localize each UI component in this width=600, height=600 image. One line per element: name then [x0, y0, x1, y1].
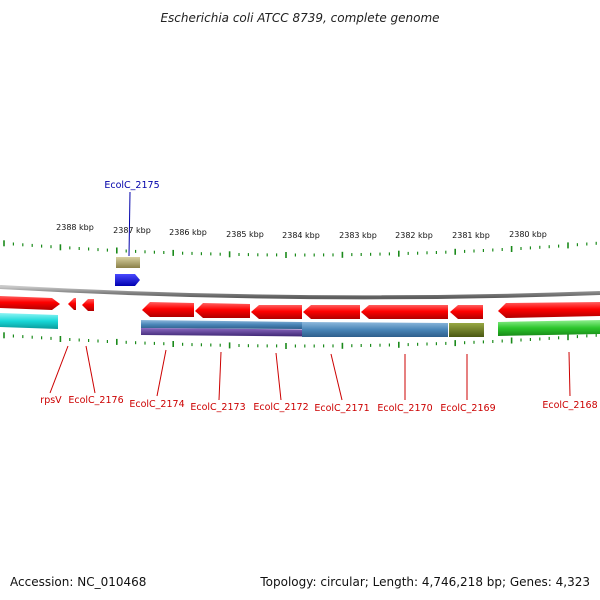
lower-tick-row: [3, 332, 597, 349]
cds-ecolc-2172-arrow: [251, 305, 302, 319]
gene-label-ecolc-2175: EcolC_2175: [104, 180, 159, 191]
khaki-feature-box: [116, 257, 140, 268]
accession-text: Accession: NC_010468: [10, 575, 146, 589]
scale-label-2385: 2385 kbp: [226, 230, 264, 239]
scale-label-2384: 2384 kbp: [282, 231, 320, 240]
cds-ecolc-2168-arrow: [498, 302, 600, 318]
gene-label-ecolc-2172: EcolC_2172: [253, 402, 308, 413]
label-leader-ecolc-2176: [85, 345, 96, 394]
scale-label-2383: 2383 kbp: [339, 231, 377, 240]
label-leader-rpsv: [49, 345, 69, 394]
gene-label-rpsv: rpsV: [40, 395, 62, 406]
gene-labels: rpsV EcolC_2176 EcolC_2174 EcolC_2173 Ec…: [40, 395, 597, 414]
scale-label-2388: 2388 kbp: [56, 223, 94, 232]
label-leader-ecolc-2168: [568, 351, 571, 397]
cds-ecolc-2170-arrow: [361, 305, 448, 319]
scale-label-2380: 2380 kbp: [509, 230, 547, 239]
steel-track-b: [302, 322, 448, 337]
cds-track: [0, 296, 600, 319]
cds-ecolc-2171-arrow: [303, 305, 360, 319]
scale-label-2381: 2381 kbp: [452, 231, 490, 240]
gene-label-ecolc-2174: EcolC_2174: [129, 399, 184, 410]
gene-label-ecolc-2170: EcolC_2170: [377, 403, 432, 414]
scale-label-2382: 2382 kbp: [395, 231, 433, 240]
gene-label-ecolc-2168: EcolC_2168: [542, 400, 597, 411]
feature-ecolc-2175: EcolC_2175: [104, 180, 160, 286]
label-leader-ecolc-2172: [275, 352, 282, 401]
gene-label-ecolc-2169: EcolC_2169: [440, 403, 495, 414]
gene-label-ecolc-2171: EcolC_2171: [314, 403, 369, 414]
scale-labels: 2388 kbp 2387 kbp 2386 kbp 2385 kbp 2384…: [56, 223, 547, 240]
gene-label-ecolc-2176: EcolC_2176: [68, 395, 123, 406]
genome-summary-text: Topology: circular; Length: 4,746,218 bp…: [259, 575, 590, 589]
scale-label-2386: 2386 kbp: [169, 228, 207, 237]
annotation-tracks: [0, 313, 600, 337]
blue-feature-arrow: [115, 274, 140, 286]
cds-ecolc-2169-arrow: [450, 305, 483, 319]
upper-tick-row: [3, 240, 597, 258]
label-leader-ecolc-2171: [330, 353, 343, 401]
cds-ecolc-2176-arrow: [82, 299, 94, 311]
cds-ecolc-2174-arrow: [142, 302, 194, 317]
green-track: [498, 320, 600, 336]
cyan-track: [0, 313, 58, 329]
steel-track-a: [141, 320, 302, 329]
cds-rpsv-arrow: [68, 298, 76, 310]
cds-left-partial: [0, 296, 60, 310]
map-title: Escherichia coli ATCC 8739, complete gen…: [160, 11, 439, 25]
label-leaders: [49, 345, 571, 401]
cds-ecolc-2173-arrow: [195, 303, 250, 318]
genome-backbone: [0, 285, 600, 300]
label-leader-ecolc-2173: [218, 351, 222, 401]
label-leader-ecolc-2175: [128, 191, 131, 257]
gene-label-ecolc-2173: EcolC_2173: [190, 402, 245, 413]
olive-track: [449, 323, 484, 337]
scale-label-2387: 2387 kbp: [113, 226, 151, 235]
label-leader-ecolc-2174: [156, 349, 167, 397]
